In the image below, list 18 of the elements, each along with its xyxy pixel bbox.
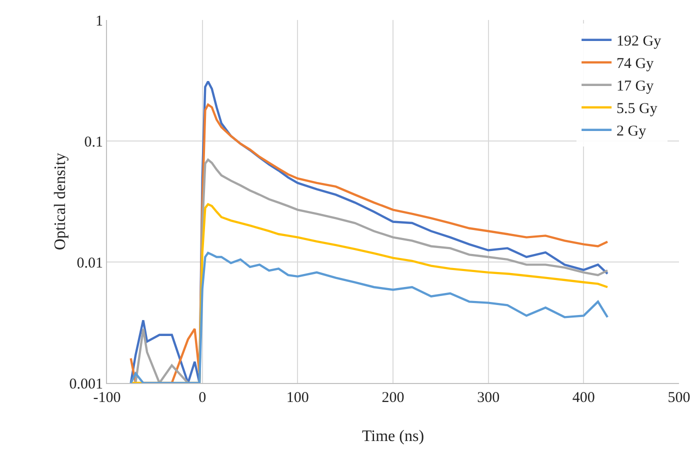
y-tick-label: 0.1 bbox=[84, 134, 103, 150]
y-tick-label: 1 bbox=[96, 13, 103, 30]
x-tick-label: 100 bbox=[286, 390, 309, 406]
y-tick-label: 0.01 bbox=[76, 255, 103, 272]
y-tick-label: 0.001 bbox=[69, 376, 103, 392]
legend-label: 17 Gy bbox=[616, 78, 654, 95]
x-tick-label: 200 bbox=[382, 390, 404, 406]
x-tick-label: 300 bbox=[477, 390, 500, 406]
legend-label: 74 Gy bbox=[616, 56, 654, 72]
y-axis-title: Optical density bbox=[52, 152, 69, 250]
legend-label: 2 Gy bbox=[616, 124, 647, 140]
x-tick-label: 400 bbox=[572, 390, 595, 406]
legend-label: 192 Gy bbox=[616, 34, 662, 50]
x-axis-title: Time (ns) bbox=[362, 428, 424, 445]
x-tick-label: 0 bbox=[198, 390, 206, 406]
x-tick-label: -100 bbox=[93, 390, 121, 406]
x-tick-label: 500 bbox=[668, 390, 690, 406]
legend-label: 5.5 Gy bbox=[616, 101, 658, 118]
